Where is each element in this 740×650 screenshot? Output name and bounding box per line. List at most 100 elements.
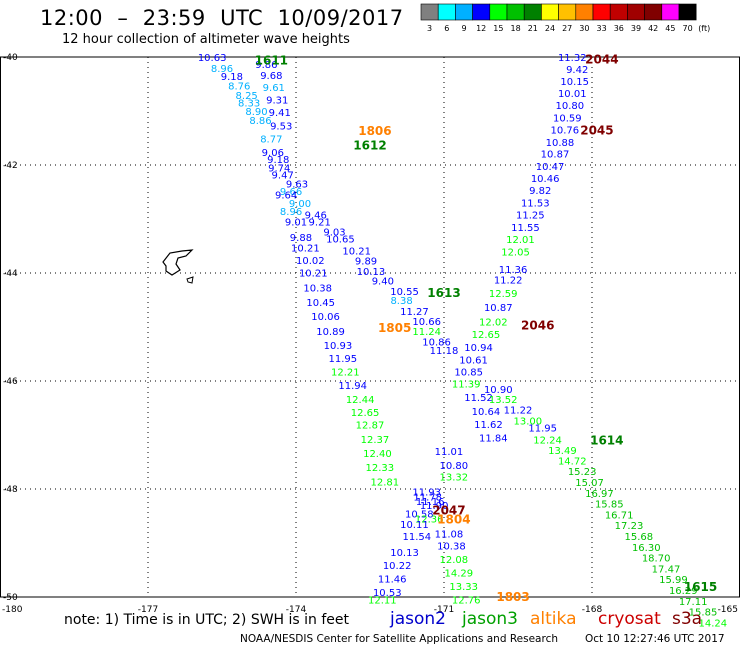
wave-height-label: 8.90 (245, 107, 267, 118)
wave-height-label: 16.30 (632, 543, 661, 554)
wave-height-label: 10.86 (422, 338, 451, 349)
legend-label: 27 (562, 24, 572, 33)
satellite-label-jason2: jason2 (390, 609, 446, 629)
track-time-label: 1613 (427, 286, 460, 300)
wave-height-label: 9.66 (280, 187, 302, 198)
track-time-label: 1805 (378, 321, 411, 335)
wave-height-label: 16.97 (585, 489, 614, 500)
satellite-label-altika: altika (530, 609, 577, 629)
wave-height-label: 10.13 (357, 267, 386, 278)
wave-height-label: 10.63 (198, 53, 227, 64)
wave-height-label: 12.02 (479, 318, 508, 329)
wave-height-label: 11.18 (430, 346, 459, 357)
legend-swatch (489, 3, 508, 21)
wave-height-label: 11.08 (435, 529, 464, 540)
wave-height-label: 9.06 (262, 148, 284, 159)
wave-height-label: 9.86 (255, 60, 277, 71)
legend-swatch (575, 3, 594, 21)
wave-height-label: 12.65 (351, 408, 380, 419)
wave-height-label: 18.70 (642, 554, 671, 565)
lat-tick-label: -50 (3, 593, 18, 603)
wave-height-label: 8.96 (211, 64, 233, 75)
wave-height-label: 10.53 (373, 588, 402, 599)
wave-height-label: 8.96 (280, 207, 302, 218)
wave-height-label: 14.72 (558, 456, 587, 467)
lon-tick-label: -168 (582, 605, 603, 615)
wave-height-label: 9.21 (309, 218, 331, 229)
wave-height-label: 11.55 (511, 223, 540, 234)
lon-tick-label: -177 (138, 605, 158, 615)
wave-height-label: 14.29 (444, 569, 473, 580)
wave-height-label: 11.95 (528, 423, 557, 434)
wave-height-label: 10.87 (541, 150, 570, 161)
wave-height-label: 10.66 (412, 317, 441, 328)
wave-height-label: 12.40 (363, 449, 392, 460)
legend-swatch (420, 3, 439, 21)
wave-height-label: 12.21 (331, 367, 360, 378)
wave-height-label: 12.08 (440, 555, 469, 566)
legend-label: 42 (648, 24, 658, 33)
wave-height-label: 9.82 (529, 186, 551, 197)
wave-height-label: 9.46 (305, 211, 327, 222)
wave-height-label: 12.76 (452, 596, 481, 607)
wave-height-label: 12.87 (356, 421, 385, 432)
wave-height-label: 10.55 (390, 287, 419, 298)
timestamp-text: Oct 10 12:27:46 UTC 2017 (585, 633, 725, 645)
lon-tick-label: -171 (434, 605, 454, 615)
wave-height-label: 11.39 (452, 380, 481, 391)
wave-height-label: 12.37 (361, 435, 390, 446)
wave-height-label: 9.18 (267, 155, 289, 166)
wave-height-label: 10.90 (484, 385, 513, 396)
wave-height-label: 10.13 (390, 548, 419, 559)
wave-height-label: 12.24 (533, 435, 562, 446)
wave-height-label: 12.65 (472, 330, 501, 341)
legend-label: 70 (683, 24, 693, 33)
wave-height-label: 10.61 (459, 355, 488, 366)
wave-height-label: 11.52 (464, 393, 493, 404)
wave-height-label: 9.03 (323, 227, 345, 238)
legend-swatch (627, 3, 645, 21)
track-time-label: 1803 (496, 590, 529, 604)
wave-height-label: 8.77 (260, 135, 282, 146)
lat-tick-label: -42 (3, 161, 18, 171)
legend-swatch (437, 3, 456, 21)
track-time-label: 2047 (432, 504, 465, 518)
legend-label: 36 (614, 24, 624, 33)
wave-height-label: 10.59 (553, 113, 582, 124)
wave-height-label: 12.36 (415, 515, 444, 526)
wave-height-label: 8.33 (238, 98, 260, 109)
map-subtitle: 12 hour collection of altimeter wave hei… (62, 32, 350, 47)
wave-height-label: 10.85 (454, 367, 483, 378)
legend-label: 18 (511, 24, 521, 33)
track-time-label: 1806 (358, 124, 391, 138)
wave-height-label: 10.06 (311, 312, 340, 323)
wave-height-label: 10.38 (303, 284, 332, 295)
wave-height-label: 10.38 (437, 542, 466, 553)
wave-height-label: 10.89 (316, 327, 345, 338)
lat-tick-label: -48 (3, 485, 18, 495)
wave-height-label: 10.80 (440, 461, 469, 472)
legend-label: 24 (545, 24, 555, 33)
wave-height-label: 10.46 (531, 174, 560, 185)
track-time-label: 2046 (521, 318, 554, 332)
wave-height-label: 12.81 (370, 477, 399, 488)
satellite-label-cryosat: cryosat (598, 609, 661, 629)
wave-height-label: 10.21 (299, 268, 328, 279)
legend-label: 9 (461, 24, 466, 33)
legend-swatch (506, 3, 525, 21)
wave-height-label: 9.42 (566, 65, 588, 76)
wave-height-label: 10.45 (306, 298, 335, 309)
track-time-label: 1612 (353, 138, 386, 152)
wave-height-label: 13.52 (489, 395, 518, 406)
lon-tick-label: -165 (718, 605, 738, 615)
wave-height-label: 9.64 (275, 191, 297, 202)
wave-height-label: 11.54 (403, 532, 432, 543)
wave-height-label: 12.01 (506, 235, 535, 246)
wave-height-label: 10.15 (560, 77, 589, 88)
wave-height-label: 11.22 (504, 406, 533, 417)
wave-height-label: 11.01 (435, 447, 464, 458)
wave-height-label: 17.11 (679, 597, 708, 608)
wave-height-label: 10.64 (472, 407, 501, 418)
satellite-label-s3a: s3a (672, 609, 703, 629)
wave-height-label: 9.74 (268, 164, 290, 175)
